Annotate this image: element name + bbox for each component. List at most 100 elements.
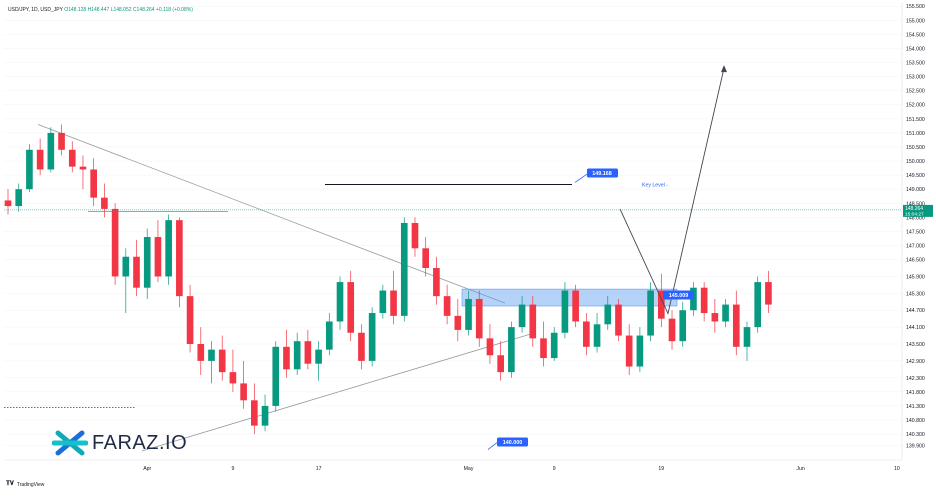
- candle-body: [111, 208, 119, 277]
- candle-body: [4, 200, 12, 207]
- time-axis[interactable]: Apr 9 17 May 9 19 Jun 10: [4, 459, 902, 472]
- price-tick-label: 142.300: [906, 376, 925, 382]
- candle-body: [625, 335, 633, 367]
- candle-body: [475, 298, 483, 339]
- key-level-tag-pointer: [574, 173, 589, 183]
- candle-body: [208, 349, 215, 361]
- price-tick-label: 146.500: [906, 258, 925, 264]
- target-tag-bg: [663, 290, 694, 300]
- candle-body: [272, 346, 280, 406]
- price-tick-label: 144.700: [906, 308, 925, 314]
- candle-body: [765, 282, 772, 305]
- floor-tag-text: 140.000: [503, 440, 523, 446]
- candle-body: [636, 335, 644, 367]
- candle-body: [15, 189, 23, 207]
- price-tick-label: 155.000: [906, 18, 925, 24]
- drawings-back: [4, 124, 678, 452]
- brand-name: FARAZ.IO: [92, 431, 188, 454]
- price-tick-label: 141.800: [906, 390, 925, 396]
- floor-price-tag: 140.000: [487, 437, 528, 450]
- price-tick-label: 148.500: [906, 201, 925, 207]
- candle-body: [583, 321, 590, 347]
- candle-body: [358, 332, 365, 361]
- demand-zone[interactable]: [461, 288, 678, 307]
- date-tick-label: 9: [553, 466, 556, 472]
- price-tick-label: 141.300: [906, 404, 925, 410]
- date-tick-label: 19: [658, 466, 664, 472]
- price-tick-label: 142.900: [906, 359, 925, 365]
- candle-body: [700, 287, 708, 314]
- price-tick-label: 153.500: [906, 61, 925, 67]
- descending-trendline[interactable]: [37, 124, 506, 304]
- candle-body: [433, 268, 440, 297]
- candle-body: [454, 315, 462, 330]
- candle-body: [379, 290, 387, 314]
- price-tick-label: 140.300: [906, 432, 925, 438]
- price-tick-label: 150.000: [906, 159, 925, 165]
- symbol-header: USD/JPY, 1D, USD_JPY O148.128 H148.447 L…: [8, 7, 193, 13]
- candle-body: [743, 327, 751, 347]
- floor-tag-pointer: [487, 442, 498, 450]
- key-level-name: Key Level -: [642, 182, 668, 188]
- candle-body: [240, 383, 247, 401]
- candle-body: [186, 296, 194, 344]
- candle-body: [722, 304, 729, 322]
- ohlc-readout: O148.128 H148.447 L148.052 C148.264 +0.1…: [64, 7, 193, 13]
- price-tick-label: 143.500: [906, 342, 925, 348]
- candle-body: [325, 321, 333, 350]
- price-tick-label: 147.500: [906, 229, 925, 235]
- candle-body: [176, 220, 183, 297]
- candle-body: [101, 197, 108, 209]
- candle-body: [593, 324, 601, 347]
- candle-body: [154, 237, 162, 277]
- price-tick-label: 151.500: [906, 117, 925, 123]
- candle-body: [315, 349, 322, 364]
- price-tick-label: 144.100: [906, 325, 925, 331]
- date-tick-label: 10: [894, 466, 900, 472]
- candle-body: [197, 344, 205, 361]
- candle-body: [165, 220, 172, 277]
- projection-path[interactable]: [619, 68, 725, 315]
- last-price-countdown: 15:04:27: [905, 211, 924, 217]
- candle-body: [657, 290, 665, 319]
- date-tick-label: May: [464, 466, 474, 472]
- price-tick-label: 152.000: [906, 103, 925, 109]
- date-tick-label: Jun: [796, 466, 804, 472]
- candle-body: [486, 338, 494, 356]
- candle-body: [79, 166, 87, 170]
- candle-body: [293, 341, 301, 370]
- date-tick-label: Apr: [143, 466, 151, 472]
- price-tick-label: 145.300: [906, 291, 925, 297]
- price-axis[interactable]: 155.500 155.000 154.500 154.000 153.500 153.0…: [901, 2, 933, 460]
- price-tick-label: 148.000: [906, 215, 925, 221]
- candle-body: [497, 355, 504, 373]
- grid: [4, 5, 902, 446]
- price-tick-label: 139.900: [906, 443, 925, 449]
- tradingview-badge[interactable]: 𝐓𝐕 TradingView: [6, 481, 44, 488]
- candle-body: [336, 282, 344, 322]
- drawings-front: 149.168 Key Level - 145.009 140.000: [4, 65, 902, 450]
- candle-body: [261, 405, 269, 426]
- candle-body: [550, 332, 558, 359]
- floor-tag-bg: [497, 437, 528, 447]
- candle-body: [732, 304, 740, 347]
- price-tick-label: 150.500: [906, 145, 925, 151]
- brand-watermark: FARAZ.IO: [52, 428, 187, 458]
- candle-body: [604, 304, 612, 325]
- symbol-title[interactable]: USD/JPY, 1D, USD_JPY: [8, 7, 63, 13]
- candle-body: [668, 318, 676, 342]
- key-level-tag-bg: [587, 168, 618, 178]
- candle-body: [422, 248, 430, 268]
- ascending-trendline[interactable]: [141, 332, 536, 452]
- candle-body: [679, 310, 687, 342]
- candle-body: [754, 282, 762, 328]
- candle-body: [540, 338, 547, 359]
- candle-body: [390, 290, 397, 316]
- price-tick-label: 145.900: [906, 274, 925, 280]
- candle-body: [400, 222, 408, 316]
- candle-body: [143, 237, 151, 288]
- last-price-value: 148.264: [905, 206, 923, 212]
- candle-body: [711, 313, 719, 322]
